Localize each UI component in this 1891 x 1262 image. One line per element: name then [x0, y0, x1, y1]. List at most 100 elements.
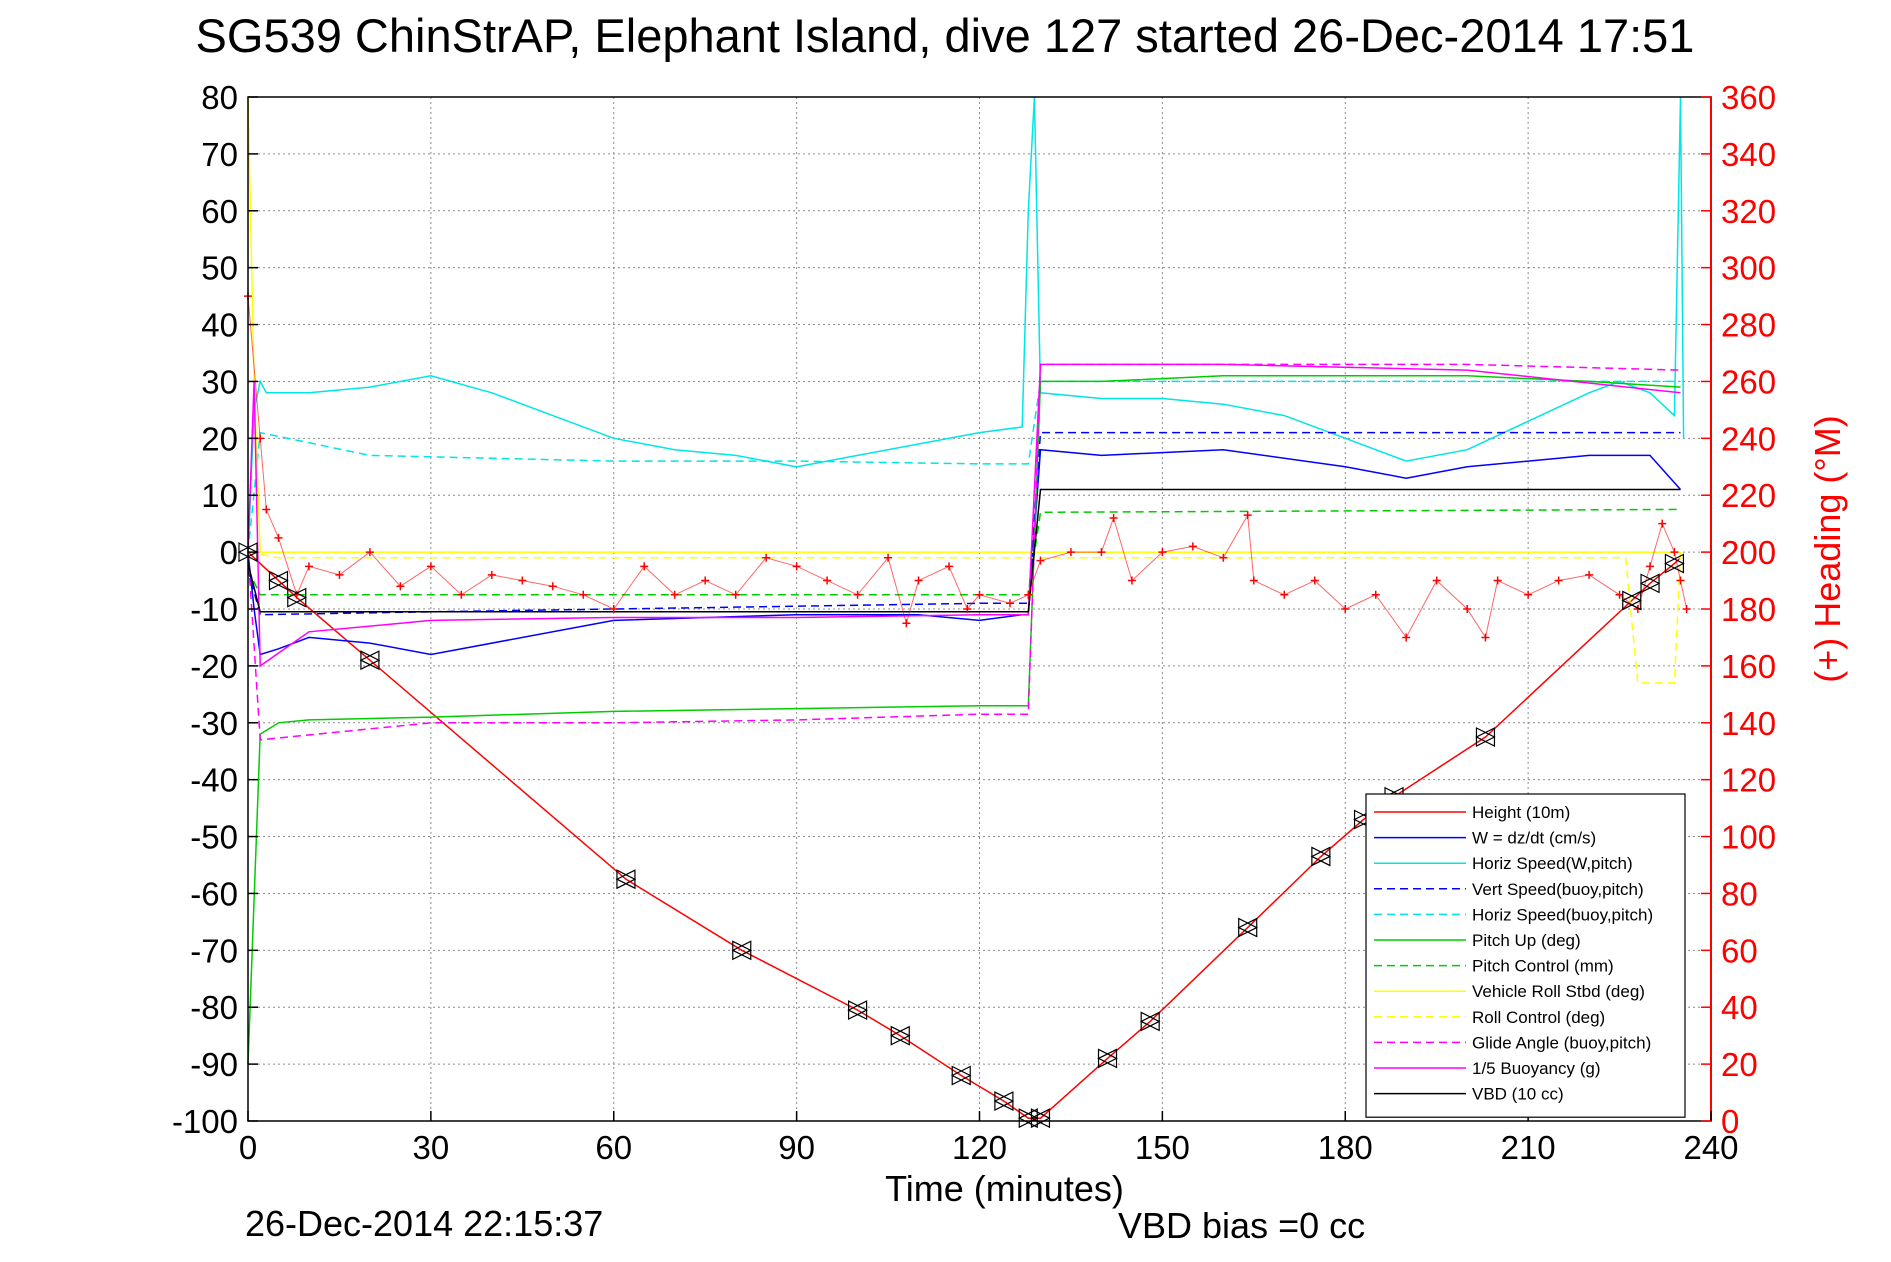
- right-y-tick-label: 160: [1721, 648, 1776, 685]
- height-marker: [1639, 573, 1661, 594]
- right-y-tick-label: 360: [1721, 79, 1776, 116]
- height-marker: [1475, 727, 1496, 747]
- y-tick-label: 20: [201, 420, 238, 457]
- legend-label: Pitch Control (mm): [1472, 957, 1614, 976]
- height-marker: [1030, 1108, 1051, 1129]
- series-pitch-control-mm: [247, 508, 1681, 596]
- legend-label: W = dz/dt (cm/s): [1472, 829, 1596, 848]
- right-y-tick-label: 280: [1721, 307, 1776, 344]
- legend-label: VBD (10 cc): [1472, 1085, 1564, 1104]
- y-tick-label: 30: [201, 363, 238, 400]
- y-tick-label: 0: [220, 534, 238, 571]
- right-y-tick-label: 140: [1721, 705, 1776, 742]
- height-marker: [1664, 553, 1685, 574]
- right-y-tick-label: 300: [1721, 250, 1776, 287]
- y-tick-label: 40: [201, 307, 238, 344]
- series-vbd-10-cc: [247, 488, 1681, 613]
- heading-series: [244, 292, 1691, 642]
- heading-trace: [247, 296, 1688, 639]
- series-vert-speed-buoy-pitch: [247, 431, 1681, 616]
- y-tick-label: 50: [201, 250, 238, 287]
- legend-label: Height (10m): [1472, 803, 1570, 822]
- right-y-tick-label: 260: [1721, 363, 1776, 400]
- right-y-axis-label: (+) Heading (°M): [1807, 415, 1848, 682]
- legend-label: 1/5 Buoyancy (g): [1472, 1059, 1601, 1078]
- y-tick-label: -60: [190, 875, 238, 912]
- right-y-tick-label: 120: [1721, 762, 1776, 799]
- legend-box: [1365, 793, 1686, 1118]
- series-1-5-buoyancy-g: [247, 363, 1681, 668]
- right-y-tick-label: 340: [1721, 136, 1776, 173]
- height-marker: [359, 650, 381, 671]
- x-tick-label: 60: [595, 1129, 632, 1166]
- heading-point: [1682, 605, 1691, 613]
- legend-label: Pitch Up (deg): [1472, 931, 1581, 950]
- y-tick-label: -100: [172, 1103, 238, 1140]
- height-marker: [286, 587, 308, 608]
- x-tick-label: 120: [952, 1129, 1007, 1166]
- right-y-tick-label: 180: [1721, 591, 1776, 628]
- y-tick-label: 80: [201, 79, 238, 116]
- height-marker: [731, 940, 753, 961]
- height-marker: [268, 570, 289, 591]
- series-horiz-speed-w-pitch: [247, 96, 1685, 553]
- axis-ticks: 0 30 60 90 120 150 180 210 24080706050403020100-…: [172, 79, 1776, 1166]
- legend-label: Horiz Speed(buoy,pitch): [1472, 905, 1653, 924]
- series-glide-angle-buoy-pitch: [247, 363, 1681, 741]
- y-tick-label: -80: [190, 989, 238, 1026]
- legend-label: Vert Speed(buoy,pitch): [1472, 880, 1644, 899]
- series-horiz-speed-buoy-pitch: [247, 380, 1681, 553]
- legend-label: Horiz Speed(W,pitch): [1472, 854, 1633, 873]
- chart-title: SG539 ChinStrAP, Elephant Island, dive 1…: [196, 9, 1695, 62]
- x-tick-label: 90: [778, 1129, 815, 1166]
- x-axis-label: Time (minutes): [885, 1168, 1124, 1209]
- y-tick-label: -20: [190, 648, 238, 685]
- height-marker: [1237, 917, 1259, 938]
- y-tick-label: -10: [190, 591, 238, 628]
- height-marker: [1310, 846, 1332, 867]
- height-marker: [1139, 1011, 1161, 1032]
- height-marker: [950, 1065, 972, 1086]
- series-roll-control-deg: [247, 551, 1682, 684]
- x-tick-label: 210: [1501, 1129, 1556, 1166]
- right-y-tick-label: 60: [1721, 932, 1758, 969]
- legend-label: Roll Control (deg): [1472, 1008, 1605, 1027]
- right-y-tick-label: 240: [1721, 420, 1776, 457]
- height-marker: [847, 1000, 868, 1021]
- height-marker: [1621, 590, 1643, 611]
- x-tick-label: 30: [413, 1129, 450, 1166]
- right-y-tick-label: 320: [1721, 193, 1776, 230]
- right-y-tick-label: 200: [1721, 534, 1776, 571]
- legend: Height (10m) W = dz/dt (cm/s) Horiz Speed(…: [1365, 793, 1686, 1118]
- y-tick-label: -30: [190, 705, 238, 742]
- y-tick-label: -70: [190, 932, 238, 969]
- plot-series: [247, 96, 1685, 1119]
- right-y-tick-label: 40: [1721, 989, 1758, 1026]
- y-tick-label: -40: [190, 762, 238, 799]
- y-tick-label: 10: [201, 477, 238, 514]
- grid: [248, 97, 1711, 1121]
- height-marker: [1097, 1048, 1118, 1069]
- right-y-tick-label: 80: [1721, 875, 1758, 912]
- series-height-10m: [247, 551, 1682, 1119]
- legend-label: Glide Angle (buoy,pitch): [1472, 1033, 1651, 1052]
- x-tick-label: 150: [1135, 1129, 1190, 1166]
- y-tick-label: -50: [190, 819, 238, 856]
- right-y-tick-label: 0: [1721, 1103, 1739, 1140]
- y-tick-label: 60: [201, 193, 238, 230]
- right-y-tick-label: 20: [1721, 1046, 1758, 1083]
- height-marker: [615, 869, 637, 890]
- height-marker: [1017, 1108, 1039, 1129]
- y-tick-label: -90: [190, 1046, 238, 1083]
- series-pitch-up-deg: [247, 375, 1681, 1065]
- right-y-tick-label: 100: [1721, 819, 1776, 856]
- x-tick-label: 0: [239, 1129, 257, 1166]
- height-marker: [889, 1025, 911, 1046]
- x-tick-label: 180: [1318, 1129, 1373, 1166]
- height-marker: [993, 1091, 1015, 1112]
- legend-label: Vehicle Roll Stbd (deg): [1472, 982, 1645, 1001]
- footer-timestamp: 26-Dec-2014 22:15:37: [245, 1203, 603, 1244]
- right-y-tick-label: 220: [1721, 477, 1776, 514]
- y-tick-label: 70: [201, 136, 238, 173]
